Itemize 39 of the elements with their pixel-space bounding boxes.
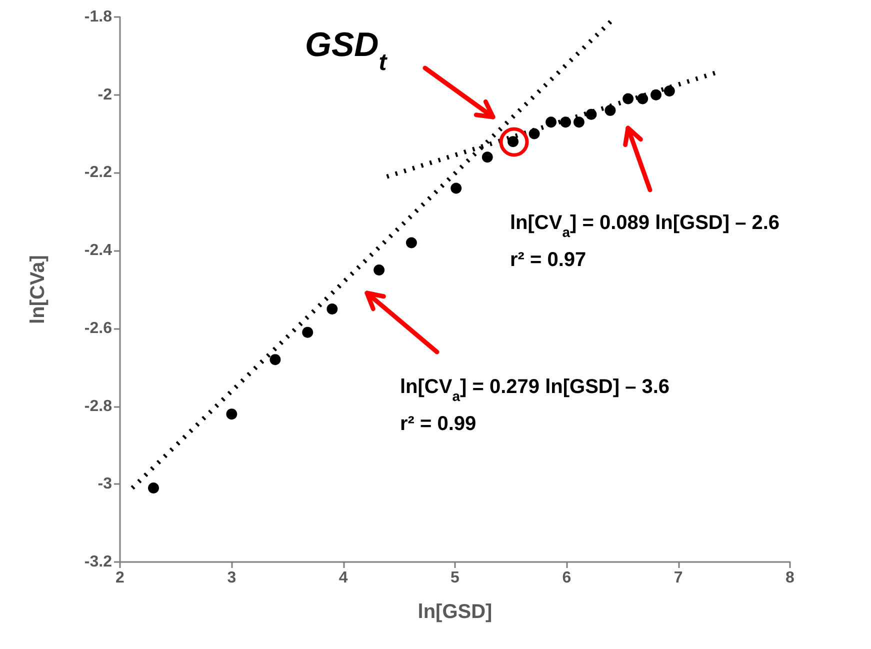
y-tick-label: -2.4	[84, 242, 112, 260]
annotation: ln[CV$_{a}$] = 0.089 ln[GSD] – 2.6 r² = 0.97	[510, 212, 780, 271]
point	[650, 89, 662, 100]
point	[622, 93, 634, 104]
point	[226, 408, 238, 420]
annotation: GSD$_{t}$	[305, 26, 388, 76]
point	[482, 152, 493, 163]
y-axis-title: ln[CVa]	[27, 255, 49, 324]
point	[528, 128, 540, 140]
point	[302, 326, 314, 338]
point	[573, 116, 584, 128]
y-tick-label: -2.2	[84, 164, 112, 182]
x-tick-label: 3	[227, 570, 236, 586]
point	[450, 182, 462, 194]
x-tick-label: 2	[116, 570, 125, 586]
point	[604, 104, 616, 116]
y-tick-label: -3	[98, 476, 112, 493]
x-axis-title: ln[GSD]	[418, 601, 492, 623]
y-tick-label: -2	[98, 86, 112, 104]
point	[270, 354, 281, 366]
point	[374, 264, 385, 276]
x-tick-label: 7	[674, 570, 683, 586]
point	[406, 237, 417, 248]
x-tick-label: 8	[786, 570, 795, 586]
point	[148, 482, 159, 494]
point	[637, 93, 648, 104]
point	[326, 303, 338, 314]
point	[664, 85, 675, 96]
x-tick-label: 5	[450, 570, 460, 586]
y-tick-label: -1.8	[84, 8, 112, 26]
point	[560, 116, 572, 128]
point	[586, 108, 597, 120]
x-tick-label: 4	[338, 570, 348, 586]
y-tick-label: -2.8	[84, 398, 112, 415]
annotation: ln[CV$_{a}$] = 0.279 ln[GSD] – 3.6 r² = 0.99	[400, 376, 670, 435]
y-tick-label: -3.2	[84, 554, 112, 570]
y-tick-label: -2.6	[84, 320, 112, 337]
point	[546, 116, 557, 128]
x-tick-label: 6	[562, 570, 572, 586]
